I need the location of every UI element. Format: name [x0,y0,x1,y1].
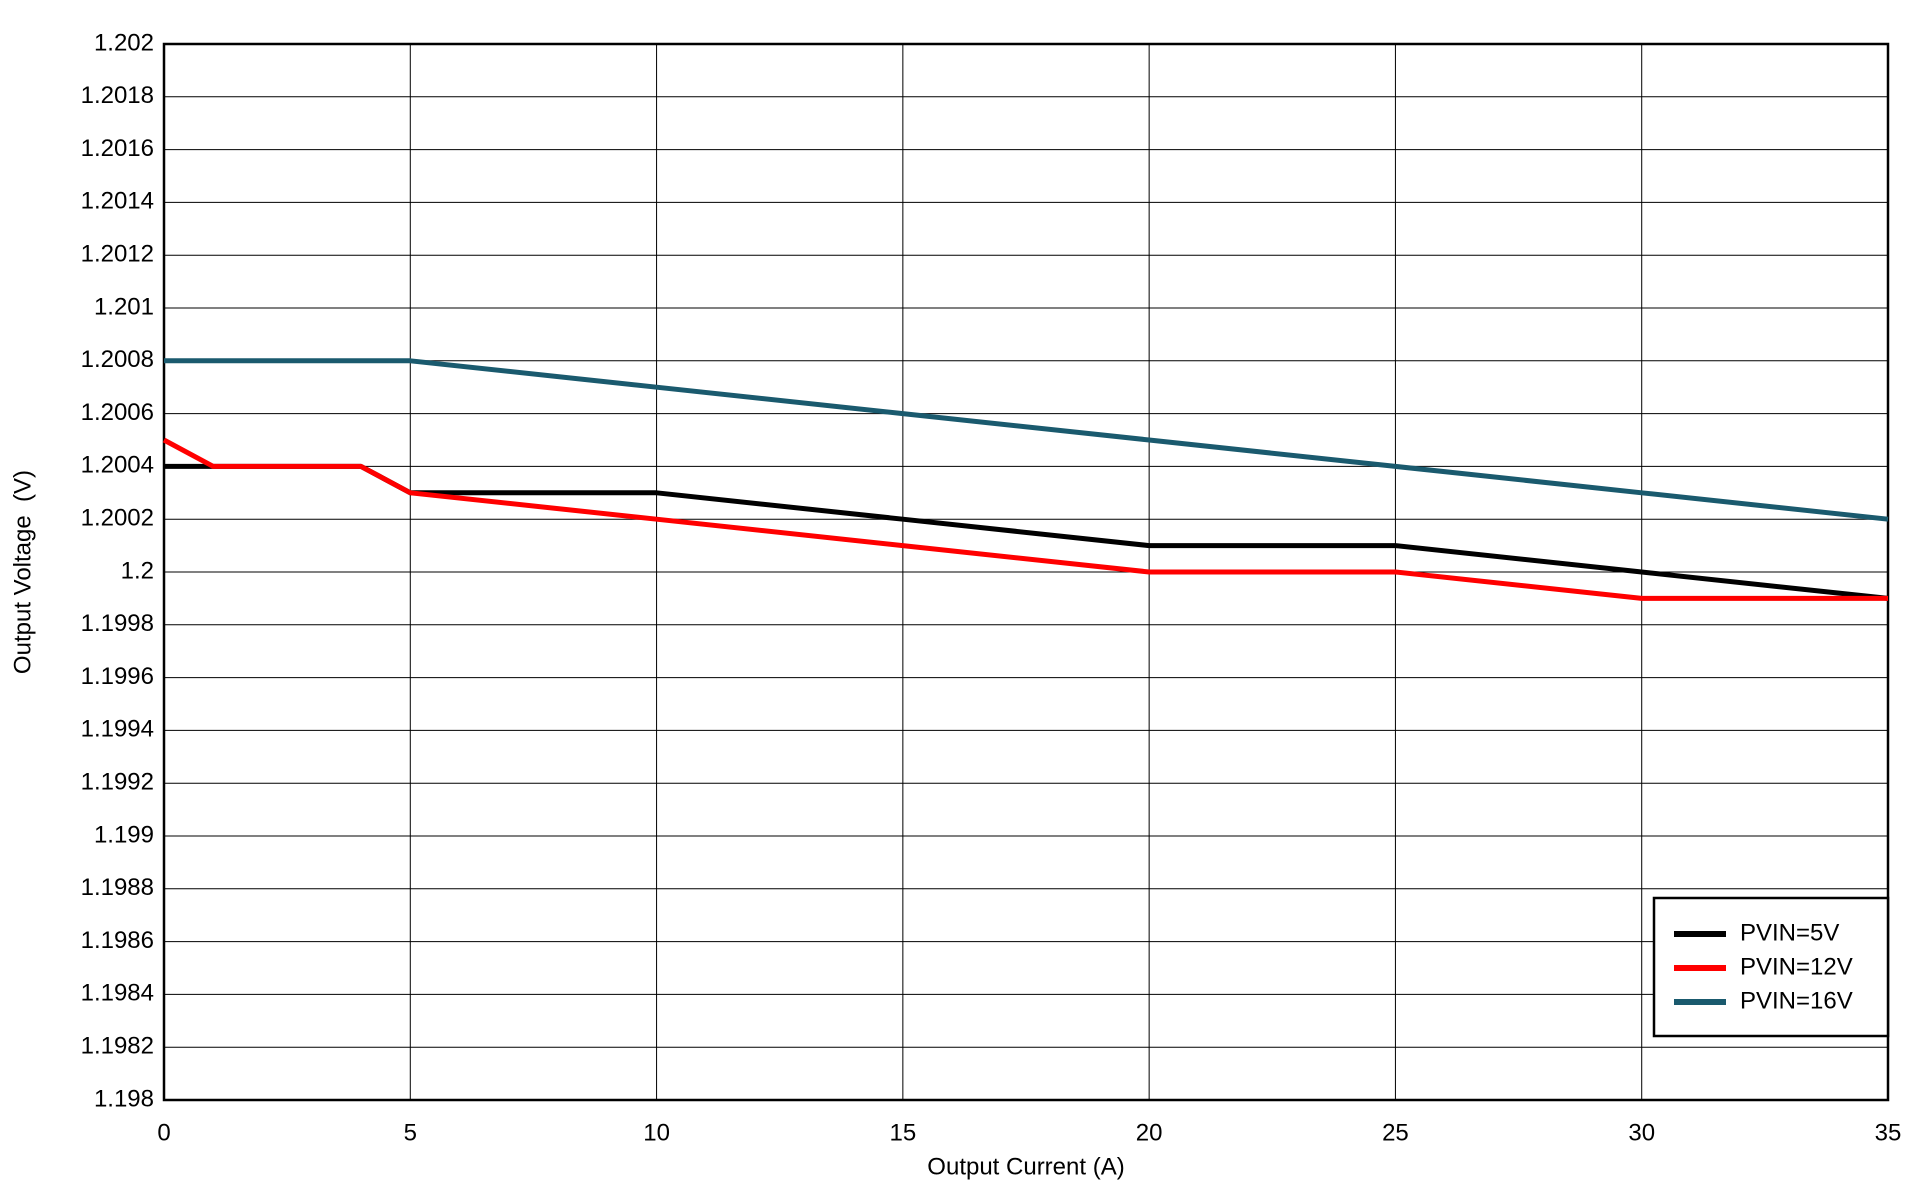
y-tick-label: 1.2008 [81,346,154,373]
y-tick-label: 1.202 [94,29,154,56]
x-tick-label: 35 [1875,1119,1902,1146]
y-tick-label: 1.1988 [81,874,154,901]
series-line [162,437,1888,601]
y-axis-title: Output Voltage (V) [9,470,36,674]
legend-label: PVIN=5V [1740,919,1839,946]
series-line [164,358,1889,522]
x-tick-label: 5 [404,1119,417,1146]
legend-label: PVIN=12V [1740,953,1853,980]
y-tick-label: 1.2016 [81,135,154,162]
y-tick-label: 1.1996 [81,663,154,690]
y-tick-label: 1.2018 [81,82,154,109]
plot-frame [162,42,1890,1102]
y-tick-label: 1.201 [94,293,154,320]
x-tick-label: 15 [890,1119,917,1146]
y-tick-label: 1.1992 [81,769,154,796]
series-line [164,463,1889,601]
y-tick-label: 1.198 [94,1085,154,1112]
x-tick-label: 0 [157,1119,170,1146]
y-tick-label: 1.2 [121,557,154,584]
x-tick-label: 10 [643,1119,670,1146]
x-tick-label: 25 [1382,1119,1409,1146]
y-tick-label: 1.2014 [81,188,154,215]
y-tick-label: 1.1998 [81,610,154,637]
y-tick-label: 1.1982 [81,1033,154,1060]
x-tick-label: 20 [1136,1119,1163,1146]
y-tick-label: 1.2012 [81,241,154,268]
x-axis-title: Output Current (A) [927,1153,1124,1180]
y-tick-label: 1.199 [94,821,154,848]
x-tick-label: 30 [1628,1119,1655,1146]
y-tick-label: 1.1994 [81,716,154,743]
y-tick-label: 1.1986 [81,927,154,954]
y-tick-label: 1.2004 [81,452,154,479]
y-tick-label: 1.1984 [81,980,154,1007]
y-tick-label: 1.2006 [81,399,154,426]
y-tick-label: 1.2002 [81,505,154,532]
legend-label: PVIN=16V [1740,987,1853,1014]
